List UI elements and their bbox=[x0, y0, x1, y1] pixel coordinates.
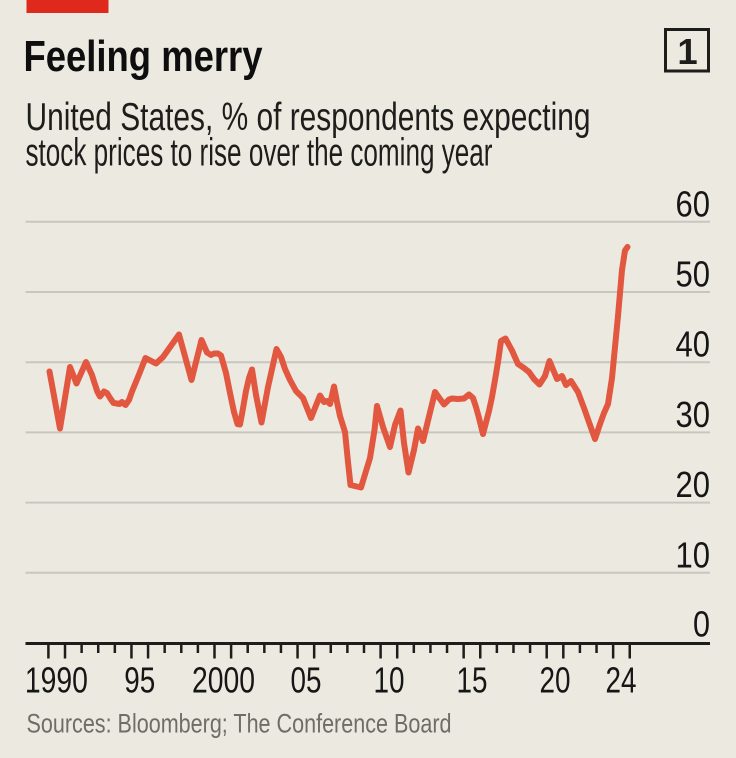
svg-text:1990: 1990 bbox=[25, 660, 88, 701]
svg-text:05: 05 bbox=[291, 660, 322, 701]
svg-text:Sources: Bloomberg; The Confer: Sources: Bloomberg; The Conference Board bbox=[27, 708, 452, 738]
svg-text:24: 24 bbox=[606, 660, 637, 701]
svg-text:20: 20 bbox=[676, 464, 711, 505]
svg-text:Feeling merry: Feeling merry bbox=[24, 32, 263, 81]
svg-text:15: 15 bbox=[457, 660, 488, 701]
svg-text:60: 60 bbox=[676, 183, 711, 224]
svg-text:10: 10 bbox=[374, 660, 405, 701]
svg-text:95: 95 bbox=[124, 660, 155, 701]
svg-text:United States, % of respondent: United States, % of respondents expectin… bbox=[26, 96, 591, 139]
svg-text:30: 30 bbox=[676, 394, 711, 435]
svg-text:10: 10 bbox=[676, 534, 711, 575]
svg-text:1: 1 bbox=[677, 31, 697, 72]
svg-text:50: 50 bbox=[676, 254, 711, 295]
svg-text:20: 20 bbox=[540, 660, 571, 701]
svg-text:40: 40 bbox=[676, 324, 711, 365]
svg-text:2000: 2000 bbox=[192, 660, 255, 701]
svg-text:stock prices to rise over the: stock prices to rise over the coming yea… bbox=[26, 132, 493, 175]
svg-text:0: 0 bbox=[693, 604, 710, 645]
